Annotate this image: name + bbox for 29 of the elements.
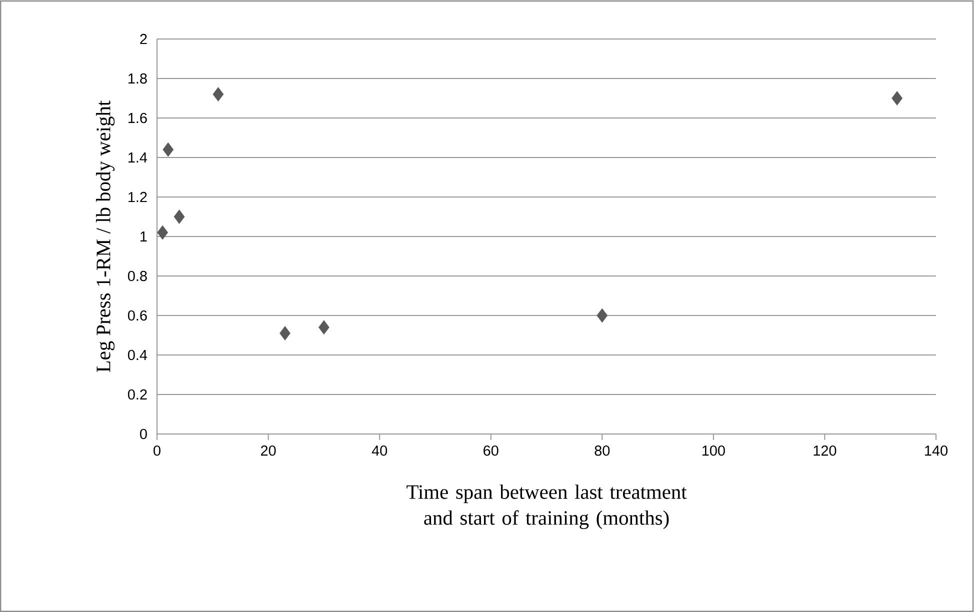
point [174,210,185,224]
point [318,320,330,335]
point [280,326,290,340]
x-axis-title: Time span between last treatment and start of training (months) [406,484,687,530]
y-tick-label: 0.2 [128,389,147,400]
y-tick-label: 0.8 [128,270,147,282]
y-tick-label: 0.6 [128,310,147,321]
y-tick-label: 2 [140,34,147,44]
x-tick-label: 60 [484,446,498,456]
x-tick-label: 100 [702,446,725,456]
x-tick-label: 20 [260,446,276,456]
x-tick-label: 140 [925,446,948,456]
point [892,91,903,106]
y-tick-label: 0 [140,428,147,440]
y-tick-label: 1.8 [128,73,147,84]
x-tick-label: 0 [154,446,160,456]
y-tick-label: 0.4 [128,350,148,360]
y-tick-label: 1.6 [128,112,147,124]
x-tick-label: 120 [814,446,836,456]
point [162,142,174,157]
point [157,225,168,240]
y-tick-label: 1.4 [128,152,148,162]
point [596,308,608,323]
x-tick-label: 40 [372,446,388,456]
y-tick-label: 1 [140,232,147,242]
x-tick-label: 80 [594,446,610,456]
y-axis-title: Leg Press 1-RM / lb body weight [96,100,115,372]
y-tick-label: 1.2 [128,192,147,202]
point [212,87,224,102]
